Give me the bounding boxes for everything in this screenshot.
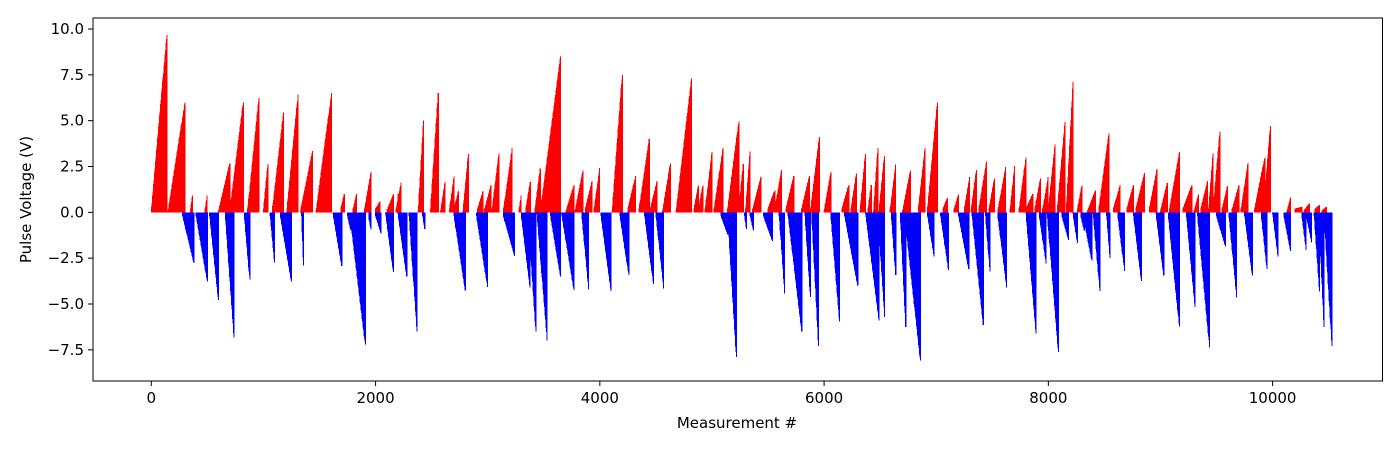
y-tick-label: 5.0 [60,112,84,130]
y-tick-label: 0.0 [60,203,84,221]
x-tick-label: 8000 [1029,389,1067,407]
y-tick-label: 2.5 [60,158,84,176]
negative-series [182,212,1333,361]
y-axis: −7.5 −5.0 −2.5 0.0 2.5 5.0 7.5 10.0 [48,20,93,359]
y-axis-title: Pulse Voltage (V) [17,136,35,263]
y-tick-label: −2.5 [48,249,84,267]
negative-voltage-bars [182,212,1333,361]
x-tick-label: 2000 [356,389,394,407]
positive-voltage-bars [150,35,1327,213]
y-tick-label: 10.0 [51,20,84,38]
x-axis: 0 2000 4000 6000 8000 10000 [147,381,1297,407]
positive-series [150,35,1327,213]
y-tick-label: −7.5 [48,341,84,359]
y-tick-label: 7.5 [60,66,84,84]
x-tick-label: 10000 [1249,389,1297,407]
x-tick-label: 0 [147,389,157,407]
x-axis-title: Measurement # [677,414,797,432]
plot-frame [92,17,1383,382]
x-tick-label: 4000 [581,389,619,407]
y-tick-label: −5.0 [48,295,84,313]
x-tick-label: 6000 [805,389,843,407]
